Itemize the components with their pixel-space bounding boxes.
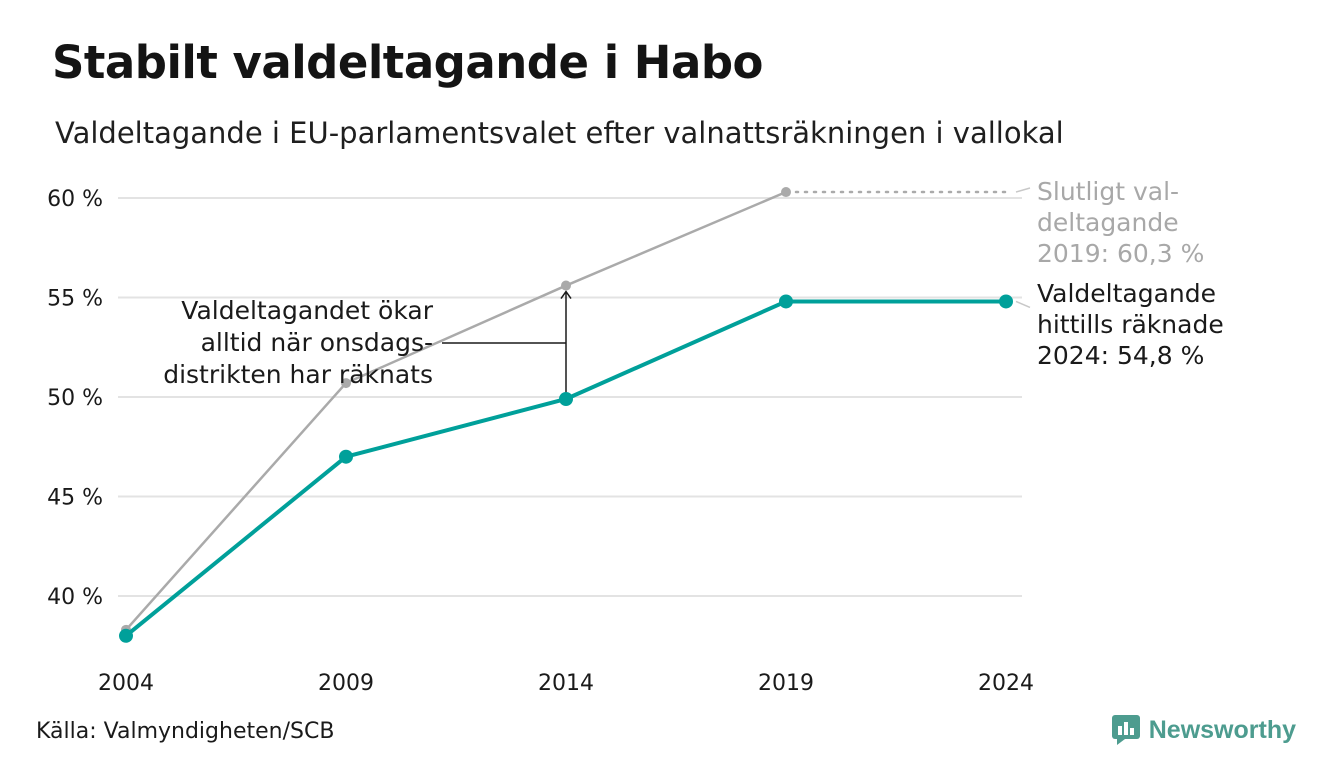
middle-annotation-line: distrikten har räknats xyxy=(163,360,433,389)
y-tick-label: 45 % xyxy=(47,486,103,511)
x-tick-label: 2024 xyxy=(978,671,1034,696)
final-label-connector xyxy=(1015,187,1031,193)
brand[interactable]: Newsworthy xyxy=(1111,714,1296,746)
final-series-point xyxy=(781,187,791,198)
preliminary-series-point xyxy=(559,391,573,406)
final-series-point xyxy=(561,280,571,291)
preliminary-series-point xyxy=(119,628,133,643)
final-series-label: Slutligt val-deltagande 2019: 60,3 % xyxy=(1037,177,1204,268)
x-axis-ticks: 2004 2009 2014 2019 2024 xyxy=(98,671,1034,696)
preliminary-series-label-line: hittills räknade xyxy=(1037,310,1224,339)
source-note: Källa: Valmyndigheten/SCB xyxy=(36,719,335,744)
preliminary-series-point xyxy=(779,294,793,309)
annotations: Valdeltagandet ökar alltid när onsdags-di… xyxy=(163,177,1223,389)
preliminary-series-point xyxy=(339,449,353,464)
difference-arrow-head xyxy=(560,290,572,299)
brand-name[interactable]: Newsworthy xyxy=(1148,715,1296,744)
annotation-connectors xyxy=(442,187,1031,393)
preliminary-series-label: Valdeltagande hittills räknade 2024: 54,8 … xyxy=(1037,279,1224,370)
preliminary-series-label-line: Valdeltagande xyxy=(1037,279,1216,308)
newsworthy-logo-icon xyxy=(1111,715,1140,745)
y-tick-label: 55 % xyxy=(47,287,103,312)
x-tick-label: 2014 xyxy=(538,671,594,696)
y-tick-label: 40 % xyxy=(47,585,103,610)
middle-annotation-line: alltid när onsdags- xyxy=(201,328,433,357)
y-axis-ticks: 40 % 45 % 50 % 55 % 60 % xyxy=(47,187,103,610)
x-tick-label: 2004 xyxy=(98,671,154,696)
x-tick-label: 2009 xyxy=(318,671,374,696)
chart-title: Stabilt valdeltagande i Habo xyxy=(52,36,763,89)
preliminary-series-label-line: 2024: 54,8 % xyxy=(1037,341,1204,370)
series xyxy=(119,187,1014,643)
preliminary-label-connector xyxy=(1015,300,1031,309)
final-series-label-line: 2019: 60,3 % xyxy=(1037,239,1204,268)
x-tick-label: 2019 xyxy=(758,671,814,696)
final-series-line xyxy=(125,190,787,631)
y-tick-label: 60 % xyxy=(47,187,103,212)
final-series-label-line: Slutligt val- xyxy=(1037,177,1179,206)
chart-subtitle: Valdeltagande i EU-parlamentsvalet efter… xyxy=(55,116,1064,150)
line-chart: 40 % 45 % 50 % 55 % 60 % 2004 2009 2014 2019 202… xyxy=(47,177,1224,696)
final-series-label-line: deltagande xyxy=(1037,208,1179,237)
middle-annotation-line: Valdeltagandet ökar xyxy=(181,296,433,325)
final-series-point xyxy=(341,378,351,389)
preliminary-series-point xyxy=(999,294,1013,309)
middle-annotation: Valdeltagandet ökar alltid när onsdags-di… xyxy=(163,296,433,389)
y-tick-label: 50 % xyxy=(47,386,103,411)
